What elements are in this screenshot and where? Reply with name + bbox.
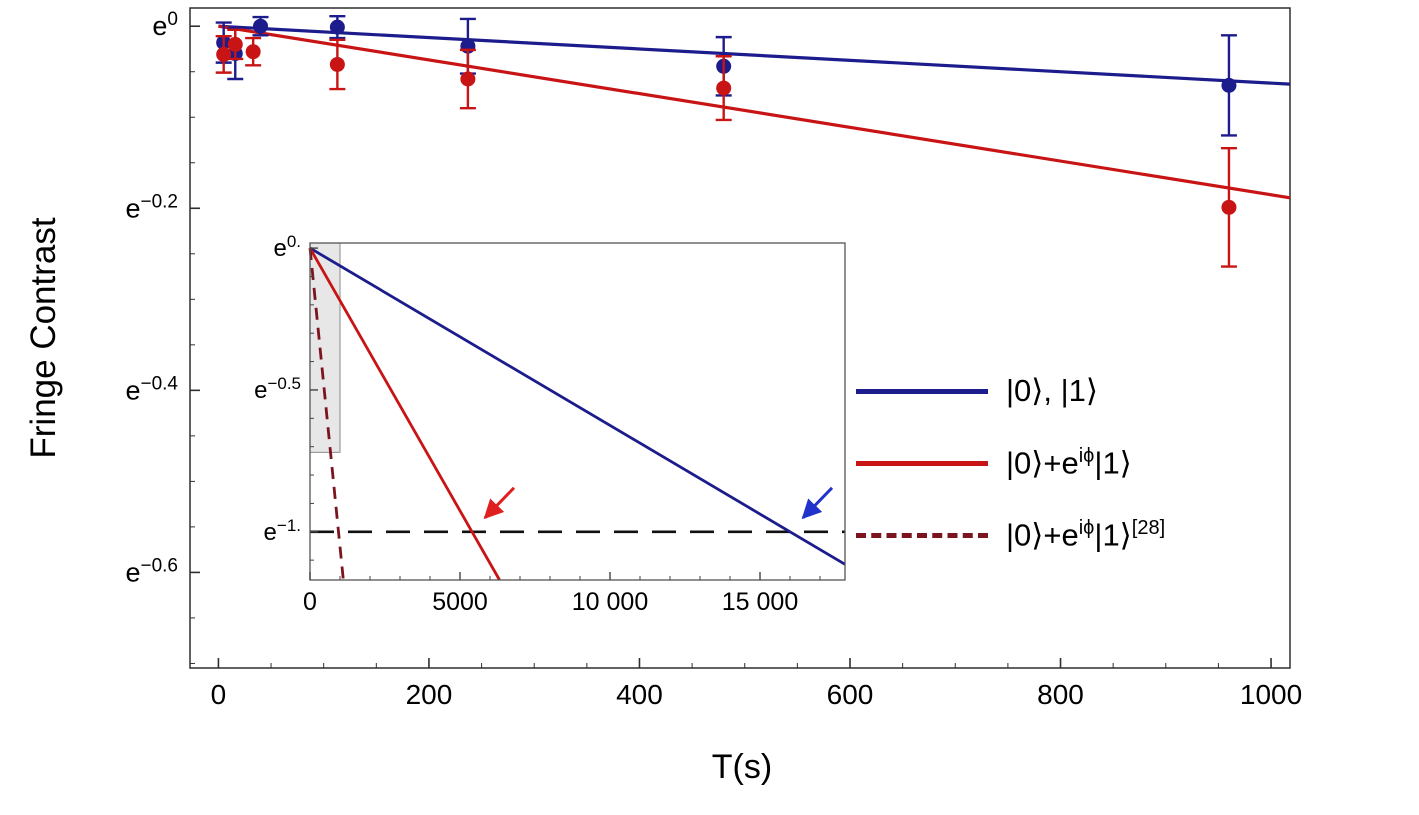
x-tick-label: 1000	[1240, 679, 1302, 710]
legend-entry-superposition: |0⟩+eiϕ|1⟩	[856, 441, 1165, 485]
legend-label: |0⟩+eiϕ|1⟩	[1006, 444, 1132, 481]
data-point-superposition	[460, 71, 476, 87]
inset-y-tick-label: e0.	[273, 232, 301, 262]
legend-label: |0⟩, |1⟩	[1006, 373, 1099, 408]
y-tick-label: e−0.4	[125, 373, 178, 405]
x-tick-label: 0	[211, 679, 227, 710]
x-tick-label: 400	[616, 679, 663, 710]
inset-x-tick-label: 15 000	[722, 588, 798, 616]
data-point-superposition	[1221, 199, 1237, 215]
data-point-superposition	[329, 56, 345, 72]
inset-line-superposition	[308, 247, 501, 581]
inset-y-tick-label: e−0.5	[254, 374, 301, 404]
data-point-superposition	[716, 80, 732, 96]
fit-line-superposition	[218, 24, 1291, 200]
data-point-qubit-01	[1221, 77, 1237, 93]
inset-x-tick-label: 5000	[432, 588, 488, 616]
inset-frame	[309, 242, 846, 581]
legend-line-sample	[856, 532, 988, 538]
data-point-superposition	[245, 44, 261, 60]
y-tick-label: e0	[152, 9, 178, 41]
inset-y-tick-label: e−1.	[264, 516, 301, 546]
fit-line-qubit-01	[218, 24, 1291, 86]
x-tick-label: 600	[827, 679, 874, 710]
legend-line-sample	[856, 460, 988, 466]
legend-line-sample	[856, 388, 988, 394]
y-axis-title: Fringe Contrast	[24, 217, 63, 459]
inset-line-qubit-01	[309, 246, 846, 566]
legend-entry-qubit-01: |0⟩, |1⟩	[856, 369, 1165, 413]
x-tick-label: 200	[406, 679, 453, 710]
data-point-qubit-01	[253, 18, 269, 34]
inset-x-tick-label: 10 000	[572, 588, 648, 616]
coherence-time-arrow-superposition	[483, 486, 516, 520]
legend-label: |0⟩+eiϕ|1⟩[28]	[1006, 516, 1166, 553]
legend: |0⟩, |1⟩ |0⟩+eiϕ|1⟩ |0⟩+eiϕ|1⟩[28]	[856, 369, 1165, 585]
y-tick-label: e−0.6	[125, 555, 178, 587]
inset-background	[310, 243, 845, 580]
legend-entry-reference-28: |0⟩+eiϕ|1⟩[28]	[856, 513, 1165, 557]
x-axis-title: T(s)	[711, 748, 773, 786]
inset-line-reference-28	[308, 247, 345, 581]
data-point-superposition	[227, 36, 243, 52]
data-point-qubit-01	[329, 19, 345, 35]
y-tick-label: e−0.2	[125, 191, 178, 223]
main-plot-frame	[189, 7, 1291, 669]
coherence-time-arrow-qubit-01	[801, 486, 834, 520]
inset-main-range-region	[309, 242, 341, 453]
x-tick-label: 800	[1037, 679, 1084, 710]
inset-x-tick-label: 0	[303, 588, 317, 616]
